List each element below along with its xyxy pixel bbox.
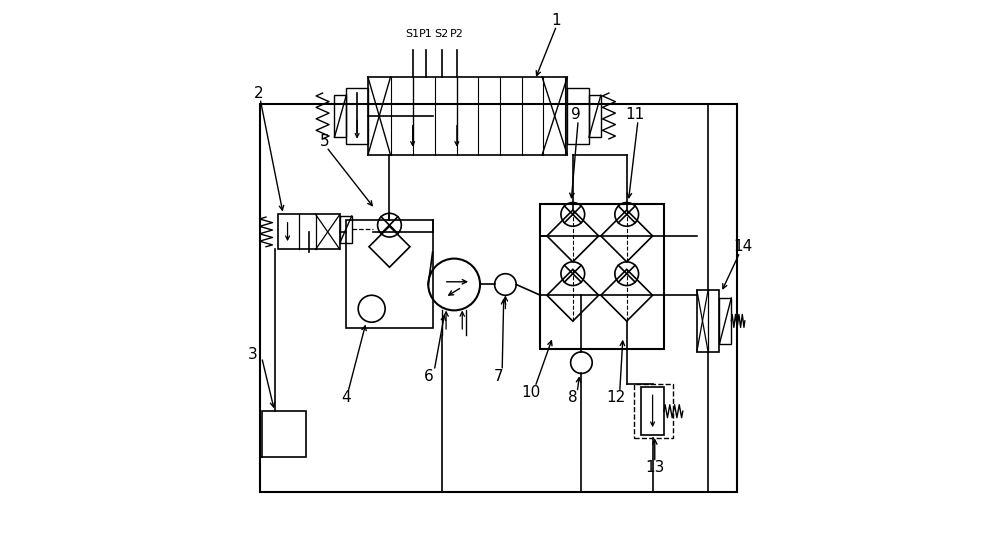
- Bar: [262, 411, 306, 457]
- Text: 3: 3: [248, 347, 258, 362]
- Bar: [719, 298, 731, 344]
- Text: P1: P1: [419, 29, 433, 39]
- Text: 14: 14: [733, 239, 752, 254]
- Text: 6: 6: [424, 369, 434, 384]
- Bar: [260, 104, 737, 492]
- Text: S1: S1: [406, 29, 420, 39]
- Bar: [346, 220, 433, 327]
- Text: 9: 9: [571, 107, 580, 122]
- Bar: [334, 95, 346, 137]
- Text: S2: S2: [435, 29, 449, 39]
- Text: 5: 5: [320, 134, 330, 149]
- Bar: [368, 77, 567, 155]
- Bar: [346, 88, 368, 144]
- Text: 13: 13: [646, 460, 665, 475]
- Text: 10: 10: [522, 385, 541, 400]
- Bar: [278, 215, 340, 249]
- Text: 4: 4: [342, 390, 351, 405]
- Text: 7: 7: [494, 369, 503, 384]
- Text: 11: 11: [625, 107, 644, 122]
- Bar: [697, 290, 719, 352]
- Text: P2: P2: [450, 29, 464, 39]
- Bar: [641, 387, 664, 435]
- Bar: [540, 204, 664, 349]
- Text: 8: 8: [568, 390, 578, 405]
- Bar: [340, 216, 352, 243]
- Text: 2: 2: [254, 86, 263, 101]
- Text: 12: 12: [606, 390, 626, 405]
- Text: 1: 1: [552, 13, 561, 28]
- Bar: [589, 95, 601, 137]
- Bar: [634, 384, 673, 438]
- Bar: [567, 88, 589, 144]
